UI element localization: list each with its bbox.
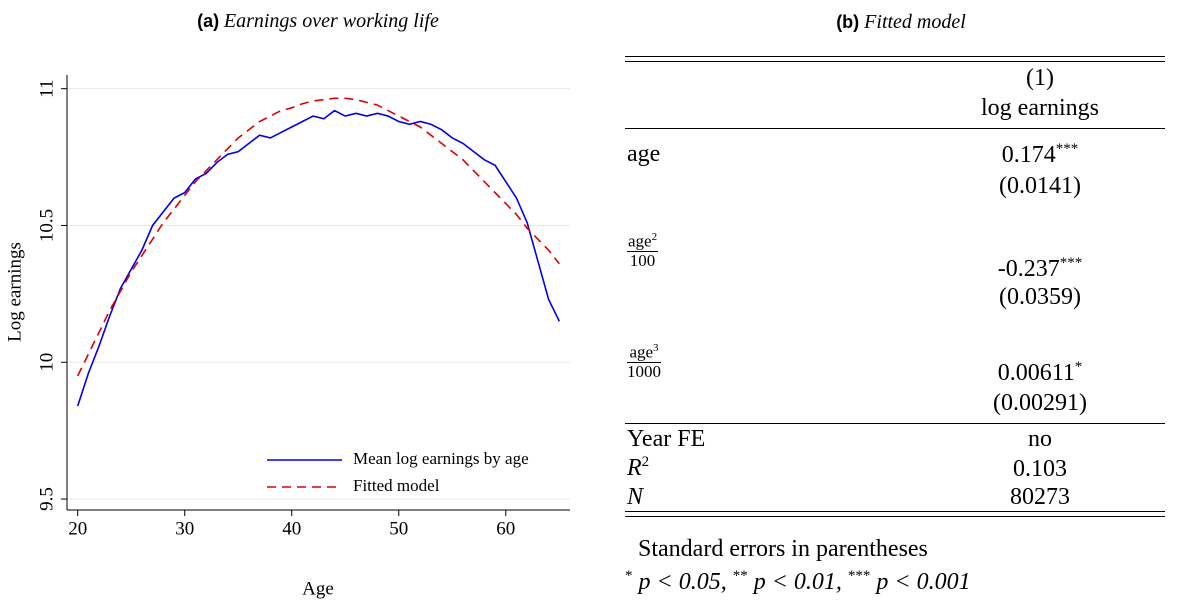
legend-label: Fitted model xyxy=(353,476,440,495)
coefficient: -0.237*** xyxy=(940,255,1140,282)
table-title: (b) Fitted model xyxy=(600,12,1202,32)
stars: *** xyxy=(847,568,871,584)
coefficient: 0.00611* xyxy=(940,359,1140,386)
threshold: p < 0.01, xyxy=(753,569,842,595)
title-text: Fitted model xyxy=(864,11,966,33)
x-tick-label: 20 xyxy=(68,518,87,539)
stars: * xyxy=(625,568,633,584)
stat-label: R2 xyxy=(627,454,650,481)
exponent: 2 xyxy=(651,231,658,243)
stat-value: 80273 xyxy=(1010,484,1070,510)
denominator: 100 xyxy=(629,250,656,270)
row-label: age2 100 xyxy=(627,231,659,270)
stat-label: N xyxy=(627,484,644,510)
x-axis-label: Age xyxy=(302,578,334,599)
chart: (a) Earnings over working life Age Log e… xyxy=(4,10,570,599)
column-label: log earnings xyxy=(981,95,1099,121)
numerator: age xyxy=(628,231,652,251)
stars: *** xyxy=(1055,141,1079,157)
regression-table: (b) Fitted model (1) log earnings age 0.… xyxy=(600,0,1202,609)
numerator: age xyxy=(629,342,654,362)
coef-value: -0.237 xyxy=(997,256,1060,282)
legend-label: Mean log earnings by age xyxy=(353,449,529,468)
denominator: 1000 xyxy=(627,361,661,381)
standard-error: (0.0141) xyxy=(999,173,1081,199)
y-tick-label: 11 xyxy=(36,80,57,98)
panel-label: (b) xyxy=(836,12,860,32)
significance-note: * p < 0.05, ** p < 0.01, *** p < 0.001 xyxy=(625,568,971,595)
coefficient: 0.174*** xyxy=(940,141,1140,168)
row-label: age xyxy=(627,141,661,167)
series-line xyxy=(76,109,561,407)
row-label: age3 1000 xyxy=(627,342,661,381)
standard-error: (0.0359) xyxy=(999,284,1081,310)
standard-error: (0.00291) xyxy=(993,390,1087,416)
x-tick-label: 40 xyxy=(282,518,301,539)
series-line xyxy=(76,97,560,377)
stat-value: 0.103 xyxy=(1013,456,1067,482)
stat-value: no xyxy=(1028,426,1052,452)
x-tick-label: 50 xyxy=(389,518,408,539)
stat-symbol: R xyxy=(627,455,642,481)
y-axis-label: Log earnings xyxy=(4,242,25,342)
coef-value: 0.00611 xyxy=(997,360,1075,386)
threshold: p < 0.001 xyxy=(876,569,971,595)
chart-title: (a) Earnings over working life xyxy=(197,10,439,32)
table-note: Standard errors in parentheses xyxy=(638,536,928,562)
y-tick-label: 9.5 xyxy=(36,487,57,511)
threshold: p < 0.05, xyxy=(638,569,727,595)
stars: * xyxy=(1074,359,1083,375)
exponent: 2 xyxy=(641,454,650,470)
column-number: (1) xyxy=(1026,65,1054,91)
x-tick-label: 30 xyxy=(175,518,194,539)
panel-label: (a) xyxy=(197,11,219,31)
stars: ** xyxy=(732,568,748,584)
stars: *** xyxy=(1059,255,1083,271)
coef-value: 0.174 xyxy=(1001,142,1056,168)
stat-label: Year FE xyxy=(627,426,706,452)
exponent: 3 xyxy=(653,342,659,354)
title-text: Earnings over working life xyxy=(223,10,439,32)
y-tick-label: 10 xyxy=(36,353,57,372)
y-tick-label: 10.5 xyxy=(36,209,57,242)
x-tick-label: 60 xyxy=(496,518,515,539)
